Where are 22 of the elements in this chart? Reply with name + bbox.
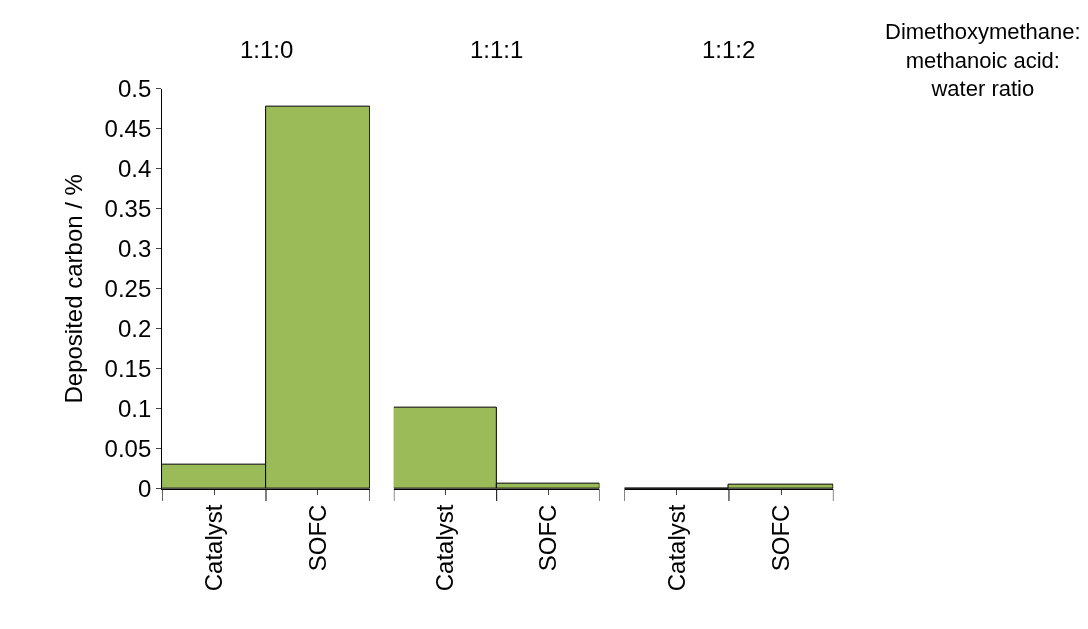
chart-title: 1:1:2 [702, 36, 756, 63]
x-tick-label: Catalyst [199, 504, 227, 592]
y-tick-label: 0.1 [117, 395, 152, 423]
y-tick-label: 0.15 [104, 355, 152, 383]
x-tick-label: SOFC [533, 504, 561, 572]
y-tick-label: 0.3 [117, 235, 152, 263]
y-tick-label: 0.35 [104, 195, 152, 223]
text: Dimethoxymethane: methanoic acid: water ratio [885, 19, 1081, 102]
y-tick-label: 0.05 [104, 435, 152, 463]
y-axis-title: Deposited carbon / % [59, 174, 87, 404]
x-tick-label: SOFC [303, 504, 331, 572]
x-tick-label: SOFC [766, 504, 794, 572]
y-tick-label: 0.2 [117, 315, 152, 343]
x-tick-label: Catalyst [662, 504, 690, 592]
y-tick-label: 0 [137, 475, 152, 503]
y-tick-label: 0.45 [104, 115, 152, 143]
y-tick-label: 0.4 [117, 155, 152, 183]
y-tick-label: 0.25 [104, 275, 152, 303]
y-tick-label: 0.5 [117, 75, 152, 103]
chart-title: 1:1:1 [470, 36, 524, 63]
x-tick-label: Catalyst [431, 504, 459, 592]
chart-title: 1:1:0 [240, 36, 294, 63]
